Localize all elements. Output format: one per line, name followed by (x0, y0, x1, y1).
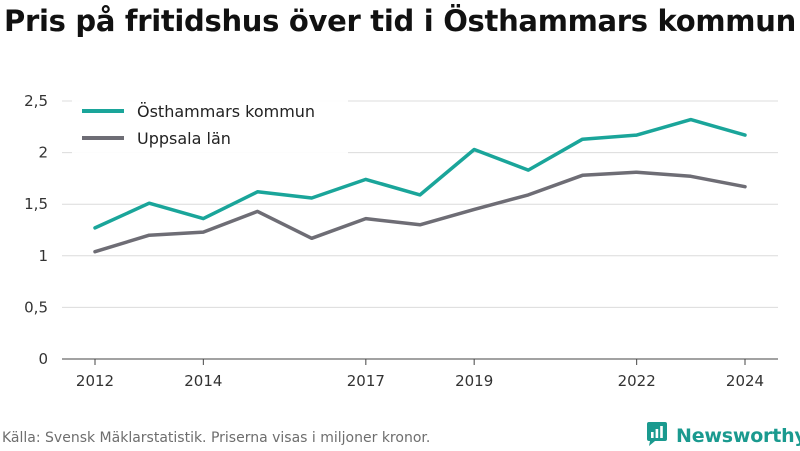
brand-logo[interactable]: Newsworthy (645, 421, 800, 451)
y-tick-label: 1 (38, 247, 48, 265)
y-tick-label: 0,5 (24, 298, 48, 316)
legend-label: Uppsala län (137, 129, 231, 148)
y-axis-ticks: 0 0,5 1 1,5 2 2,5 (24, 92, 48, 368)
y-tick-label: 2 (38, 144, 48, 162)
source-note: Källa: Svensk Mäklarstatistik. Priserna … (2, 430, 431, 446)
series-line-1 (93, 170, 747, 254)
y-tick-label: 1,5 (24, 195, 48, 213)
x-tick-label: 2017 (347, 372, 385, 390)
x-tick-label: 2014 (184, 372, 222, 390)
legend-background (72, 96, 348, 158)
x-tick-label: 2012 (76, 372, 114, 390)
series-lines (93, 117, 747, 254)
chart-title: Pris på fritidshus över tid i Östhammars… (4, 4, 796, 38)
newsworthy-logo-icon (645, 421, 669, 451)
legend: Östhammars kommun Uppsala län (72, 96, 348, 158)
series-line-0 (93, 117, 747, 230)
brand-name: Newsworthy (676, 425, 800, 447)
y-tick-label: 2,5 (24, 92, 48, 110)
line-chart: 0 0,5 1 1,5 2 2,5 2012 2014 2017 2019 2022 2024 Ös… (24, 92, 778, 390)
legend-label: Östhammars kommun (137, 102, 315, 121)
x-tick-label: 2022 (618, 372, 656, 390)
x-tick-label: 2019 (455, 372, 493, 390)
x-axis: 2012 2014 2017 2019 2022 2024 (62, 358, 778, 390)
y-tick-label: 0 (38, 350, 48, 368)
x-tick-label: 2024 (726, 372, 764, 390)
